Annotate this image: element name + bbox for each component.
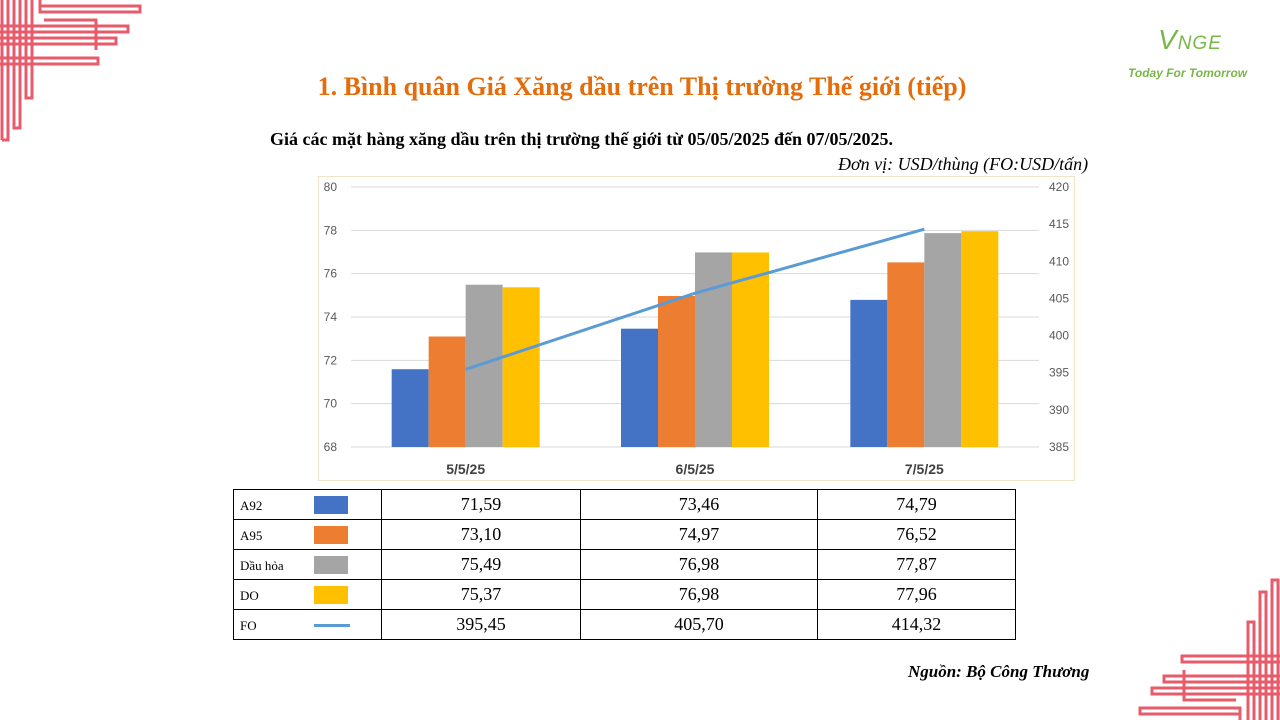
y-tick-left: 74 <box>324 310 338 324</box>
legend-cell: DO <box>233 579 382 610</box>
table-row: A92 71,59 73,46 74,79 <box>233 489 1016 520</box>
corner-ornament-top-left <box>0 0 142 142</box>
table-cell: 414,32 <box>817 609 1016 640</box>
y-tick-left: 72 <box>324 353 338 367</box>
y-tick-right: 420 <box>1049 180 1069 194</box>
table-cell: 75,37 <box>381 579 581 610</box>
y-tick-left: 76 <box>324 267 338 281</box>
y-tick-left: 80 <box>324 180 338 194</box>
bar-dầu-hỏa <box>924 233 962 447</box>
bar-a95 <box>658 295 695 447</box>
table-cell: 76,52 <box>817 519 1016 550</box>
bar-dầu-hỏa <box>695 252 732 447</box>
y-tick-right: 395 <box>1049 366 1069 380</box>
source-note: Nguồn: Bộ Công Thương <box>908 662 1090 681</box>
vnge-logo: VNGE Today For Tomorrow <box>1122 14 1272 86</box>
chart-subtitle: Giá các mặt hàng xăng dầu trên thị trườn… <box>270 129 894 149</box>
series-label: A92 <box>240 498 263 513</box>
logo-tagline: Today For Tomorrow <box>1128 66 1248 80</box>
table-cell: 395,45 <box>381 609 581 640</box>
legend-cell: Dầu hỏa <box>233 549 382 580</box>
legend-cell: A92 <box>233 489 382 520</box>
bar-dầu-hỏa <box>465 284 503 447</box>
table-cell: 71,59 <box>381 489 581 520</box>
chart-svg: 68 70 72 74 76 78 80 385 390 395 400 405 410 415 420 5/… <box>324 180 1070 477</box>
bar-a95 <box>428 336 466 447</box>
legend-swatch <box>314 556 348 574</box>
table-cell: 76,98 <box>580 579 818 610</box>
legend-cell: FO <box>233 609 382 640</box>
y-tick-left: 78 <box>324 223 338 237</box>
corner-ornament-bottom-right <box>1138 578 1280 720</box>
bar-a92 <box>391 369 429 447</box>
y-tick-right: 405 <box>1049 291 1069 305</box>
bar-a95 <box>887 262 925 447</box>
data-table: A92 71,59 73,46 74,79 A95 73,10 74,97 76,52 Dầu … <box>233 489 1016 640</box>
table-cell: 73,10 <box>381 519 581 550</box>
table-cell: 77,96 <box>817 579 1016 610</box>
legend-cell: A95 <box>233 519 382 550</box>
table-cell: 77,87 <box>817 549 1016 580</box>
y-tick-right: 390 <box>1049 403 1069 417</box>
table-cell: 74,97 <box>580 519 818 550</box>
bar-do <box>732 252 769 447</box>
page-title: 1. Bình quân Giá Xăng dầu trên Thị trườn… <box>317 72 967 101</box>
table-cell: 74,79 <box>817 489 1016 520</box>
logo-mark: VNGE <box>1158 24 1222 55</box>
table-row: FO 395,45 405,70 414,32 <box>233 609 1016 640</box>
series-label: DO <box>240 588 259 603</box>
chart-area: 68 70 72 74 76 78 80 385 390 395 400 405 410 415 420 5/… <box>318 176 1075 481</box>
y-tick-right: 385 <box>1049 440 1069 454</box>
y-tick-right: 410 <box>1049 254 1069 268</box>
y-tick-right: 400 <box>1049 329 1069 343</box>
table-cell: 73,46 <box>580 489 818 520</box>
legend-swatch <box>314 526 348 544</box>
bar-do <box>961 231 999 447</box>
table-cell: 405,70 <box>580 609 818 640</box>
x-category-label: 7/5/25 <box>905 461 944 477</box>
table-cell: 76,98 <box>580 549 818 580</box>
x-category-label: 6/5/25 <box>676 461 715 477</box>
y-tick-left: 70 <box>324 397 338 411</box>
legend-swatch <box>314 586 348 604</box>
series-label: A95 <box>240 528 263 543</box>
series-label: Dầu hỏa <box>240 558 284 573</box>
legend-swatch <box>314 624 350 627</box>
table-row: A95 73,10 74,97 76,52 <box>233 519 1016 550</box>
table-cell: 75,49 <box>381 549 581 580</box>
series-label: FO <box>240 618 257 633</box>
unit-note: Đơn vị: USD/thùng (FO:USD/tấn) <box>838 154 1089 174</box>
bar-do <box>502 287 540 447</box>
table-row: DO 75,37 76,98 77,96 <box>233 579 1016 610</box>
legend-swatch <box>314 496 348 514</box>
x-category-label: 5/5/25 <box>446 461 485 477</box>
line-series-fo <box>465 227 925 371</box>
y-tick-right: 415 <box>1049 217 1069 231</box>
bar-a92 <box>850 299 888 447</box>
table-row: Dầu hỏa 75,49 76,98 77,87 <box>233 549 1016 580</box>
bar-a92 <box>621 328 658 447</box>
y-tick-left: 68 <box>324 440 338 454</box>
